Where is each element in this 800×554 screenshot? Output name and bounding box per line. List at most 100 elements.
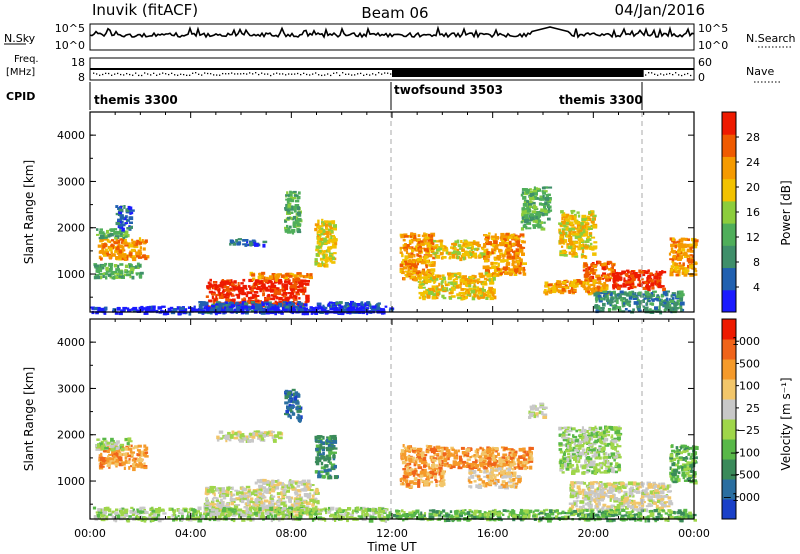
heatmap-cell <box>120 447 125 452</box>
heatmap-cell <box>317 472 321 477</box>
heatmap-cell <box>464 250 468 255</box>
nave-dot <box>108 72 110 75</box>
heatmap-cell <box>253 240 257 244</box>
heatmap-cell <box>221 302 226 306</box>
heatmap-cell <box>269 496 274 500</box>
heatmap-cell <box>522 188 527 191</box>
heatmap-cell <box>258 484 263 488</box>
heatmap-cell <box>128 252 133 257</box>
heatmap-cell <box>126 307 130 310</box>
heatmap-cell <box>114 462 119 466</box>
heatmap-cell <box>539 197 543 201</box>
heatmap-cell <box>425 242 430 245</box>
heatmap-cell <box>327 248 331 253</box>
heatmap-cell <box>504 259 509 263</box>
heatmap-cell <box>266 306 272 310</box>
heatmap-cell <box>105 269 111 273</box>
heatmap-cell <box>402 239 406 242</box>
heatmap-cell <box>468 256 472 259</box>
heatmap-cell <box>130 271 133 274</box>
heatmap-cell <box>290 400 293 403</box>
heatmap-cell <box>322 304 325 307</box>
heatmap-cell <box>357 307 363 311</box>
heatmap-cell <box>650 298 655 301</box>
heatmap-cell <box>203 302 208 306</box>
heatmap-cell <box>142 240 147 244</box>
heatmap-cell <box>674 244 677 249</box>
heatmap-cell <box>274 311 277 316</box>
heatmap-cell <box>129 208 132 213</box>
heatmap-cell <box>126 227 131 230</box>
heatmap-cell <box>308 309 314 313</box>
heatmap-cell <box>222 293 226 296</box>
nave-dot <box>375 74 377 76</box>
heatmap-cell <box>103 232 106 237</box>
heatmap-cell <box>271 306 274 310</box>
heatmap-cell <box>422 271 426 275</box>
heatmap-cell <box>118 211 123 215</box>
heatmap-cell <box>567 245 573 250</box>
heatmap-cell <box>298 191 301 195</box>
heatmap-cell <box>625 292 629 297</box>
heatmap-cell <box>371 305 377 309</box>
heatmap-cell <box>121 225 124 229</box>
heatmap-cell <box>254 299 260 304</box>
heatmap-cell <box>497 262 500 267</box>
heatmap-cell <box>96 233 100 236</box>
heatmap-cell <box>226 292 229 295</box>
heatmap-cell <box>437 449 442 453</box>
heatmap-cell <box>122 253 127 256</box>
heatmap-cell <box>515 241 521 245</box>
heatmap-cell <box>468 243 473 247</box>
heatmap-cell <box>485 268 490 272</box>
nave-dot <box>300 73 302 76</box>
heatmap-cell <box>433 453 437 456</box>
nave-dot <box>96 73 98 75</box>
heatmap-cell <box>608 268 612 271</box>
heatmap-cell <box>508 240 512 245</box>
nave-dot <box>669 72 671 75</box>
heatmap-cell <box>314 258 318 262</box>
heatmap-cell <box>314 500 318 504</box>
heatmap-cell <box>206 489 211 493</box>
heatmap-cell <box>401 261 404 265</box>
heatmap-cell <box>450 275 453 279</box>
heatmap-cell <box>629 286 633 290</box>
heatmap-cell <box>473 293 477 298</box>
heatmap-cell <box>312 497 315 500</box>
heatmap-cell <box>547 283 553 287</box>
heatmap-cell <box>638 280 642 285</box>
heatmap-cell <box>595 281 599 284</box>
heatmap-cell <box>138 306 142 309</box>
heatmap-cell <box>191 308 194 313</box>
heatmap-cell <box>217 302 223 305</box>
heatmap-cell <box>526 200 530 204</box>
heatmap-cell <box>101 457 107 461</box>
heatmap-cell <box>493 247 499 250</box>
heatmap-cell <box>639 270 645 274</box>
heatmap-cell <box>215 305 219 310</box>
heatmap-cell <box>297 301 301 304</box>
heatmap-cell <box>486 294 492 298</box>
heatmap-cell <box>268 430 273 434</box>
heatmap-cell <box>320 243 323 247</box>
heatmap-cell <box>499 243 505 247</box>
heatmap-cell <box>236 242 241 246</box>
heatmap-cell <box>430 268 436 272</box>
heatmap-cell <box>496 273 500 277</box>
heatmap-cell <box>107 234 111 238</box>
heatmap-cell <box>503 252 509 256</box>
heatmap-cell <box>341 308 345 312</box>
heatmap-cell <box>595 293 600 298</box>
heatmap-cell <box>508 268 512 271</box>
heatmap-cell <box>461 275 464 279</box>
heatmap-cell <box>559 290 565 295</box>
date-title: 04/Jan/2016 <box>615 1 706 19</box>
heatmap-cell <box>622 302 626 307</box>
heatmap-cell <box>121 250 124 255</box>
heatmap-cell <box>129 453 134 457</box>
heatmap-cell <box>244 435 249 439</box>
heatmap-cell <box>265 276 269 280</box>
heatmap-cell <box>221 487 225 490</box>
heatmap-cell <box>544 209 548 213</box>
